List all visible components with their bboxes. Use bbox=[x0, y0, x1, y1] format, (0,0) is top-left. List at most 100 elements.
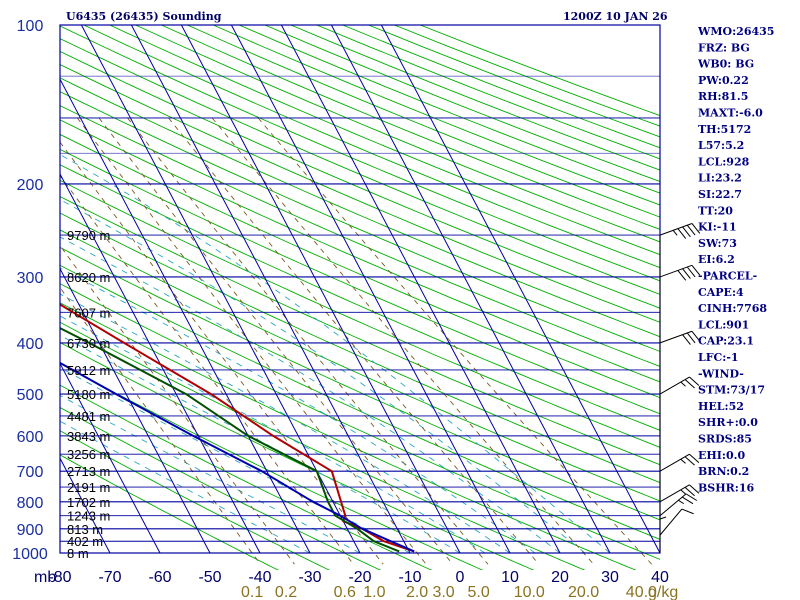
height-label: 4481 m bbox=[67, 409, 110, 424]
dry-adiabat-10 bbox=[60, 246, 660, 521]
pressure-tick-label: 200 bbox=[17, 177, 44, 194]
pressure-tick-label: 900 bbox=[17, 522, 44, 539]
moist-adiabat-7 bbox=[60, 236, 561, 554]
temperature-tick-label: 40 bbox=[651, 569, 669, 586]
dry-adiabat-17 bbox=[60, 133, 660, 399]
moist-adiabat-8 bbox=[60, 199, 586, 554]
index-line: RH:81.5 bbox=[698, 90, 748, 103]
index-line: HEL:52 bbox=[698, 400, 744, 413]
isotherm-11 bbox=[180, 25, 461, 554]
dry-adiabat-20 bbox=[60, 91, 660, 352]
dry-adiabat-22 bbox=[60, 64, 660, 323]
mixing-ratio-label: 20.0 bbox=[568, 584, 599, 600]
mixing-ratio-label: 2.0 bbox=[406, 584, 428, 600]
index-line: CAP:23.1 bbox=[698, 335, 754, 348]
temperature-tick-label: 20 bbox=[551, 569, 569, 586]
height-label: 7607 m bbox=[67, 305, 110, 320]
isotherm-4 bbox=[60, 457, 111, 554]
mixing-ratio-label: 1.0 bbox=[363, 584, 385, 600]
dry-adiabat-29 bbox=[160, 25, 660, 230]
index-line: BSHR:16 bbox=[698, 481, 754, 494]
dry-adiabat-2 bbox=[60, 406, 382, 570]
dry-adiabat-11 bbox=[60, 229, 660, 502]
mixing-ratio-label: 0.6 bbox=[334, 584, 356, 600]
temperature-tick-label: -50 bbox=[198, 569, 221, 586]
index-line: LI:23.2 bbox=[698, 172, 742, 185]
index-line: LCL:901 bbox=[698, 318, 749, 331]
index-line: EI:6.2 bbox=[698, 253, 735, 266]
isotherm-15 bbox=[380, 25, 660, 554]
isotherm-6 bbox=[60, 267, 211, 554]
index-line: SI:22.7 bbox=[698, 188, 742, 201]
dry-adiabat-27 bbox=[108, 25, 660, 256]
height-label: 5912 m bbox=[67, 363, 110, 378]
pressure-tick-label: 800 bbox=[17, 495, 44, 512]
moist-adiabat-1 bbox=[60, 394, 361, 554]
height-label: 6730 m bbox=[67, 336, 110, 351]
index-line: MAXT:-6.0 bbox=[698, 107, 763, 120]
temperature-tick-label: -30 bbox=[298, 569, 321, 586]
dry-adiabat-3 bbox=[60, 384, 433, 570]
mixing-ratio-label: 3.0 bbox=[432, 584, 454, 600]
dry-adiabat-13 bbox=[60, 195, 660, 466]
pressure-tick-label: 700 bbox=[17, 464, 44, 481]
index-line: TH:5172 bbox=[698, 123, 751, 136]
pressure-tick-label: 600 bbox=[17, 429, 44, 446]
index-line: WB0: BG bbox=[697, 58, 754, 71]
pressure-tick-label: 400 bbox=[17, 336, 44, 353]
wind-barb bbox=[659, 508, 694, 536]
observation-time: 1200Z 10 JAN 26 bbox=[563, 10, 668, 23]
index-line: FRZ: BG bbox=[698, 41, 750, 54]
mixing-ratio-label: 10.0 bbox=[514, 584, 545, 600]
isotherm-7 bbox=[60, 172, 261, 554]
dry-adiabat-23 bbox=[60, 50, 660, 309]
index-line: LFC:-1 bbox=[698, 351, 739, 364]
dry-adiabat-7 bbox=[60, 302, 637, 570]
wind-barb bbox=[659, 376, 700, 395]
index-line: BRN:0.2 bbox=[698, 465, 749, 478]
wind-barb bbox=[659, 264, 701, 281]
height-label: 1243 m bbox=[67, 509, 110, 524]
wind-barb bbox=[659, 484, 700, 503]
isotherm-5 bbox=[60, 362, 161, 554]
index-line: KI:-11 bbox=[698, 221, 737, 234]
dry-adiabat-0 bbox=[60, 454, 279, 570]
isotherm-8 bbox=[60, 78, 311, 554]
index-line: -PARCEL- bbox=[698, 270, 757, 283]
chart-title: U6435 (26435) Sounding bbox=[66, 10, 222, 23]
temperature-tick-label: -10 bbox=[398, 569, 421, 586]
dry-adiabat-12 bbox=[60, 212, 660, 484]
pressure-tick-label: 100 bbox=[17, 18, 44, 35]
dry-adiabat-28 bbox=[134, 25, 660, 243]
dry-adiabat-25 bbox=[60, 25, 660, 282]
dry-adiabat-14 bbox=[60, 179, 660, 448]
isotherm-9 bbox=[80, 25, 361, 554]
moist-adiabat-5 bbox=[60, 293, 511, 554]
wind-barb bbox=[659, 493, 698, 517]
height-label: 402 m bbox=[67, 534, 103, 549]
height-label: 3256 m bbox=[67, 447, 110, 462]
parcel-profile bbox=[60, 361, 415, 553]
dry-adiabat-5 bbox=[60, 342, 535, 570]
index-line: PW:0.22 bbox=[698, 74, 749, 87]
temperature-tick-label: 0 bbox=[456, 569, 465, 586]
height-label: 8620 m bbox=[67, 270, 110, 285]
index-line: SW:73 bbox=[698, 237, 737, 250]
height-label: 2191 m bbox=[67, 480, 110, 495]
index-line: CAPE:4 bbox=[698, 286, 744, 299]
dry-adiabat-26 bbox=[82, 25, 660, 269]
height-label: 1702 m bbox=[67, 495, 110, 510]
temperature-tick-label: -40 bbox=[248, 569, 271, 586]
mixing-ratio-label: 0.1 bbox=[241, 584, 263, 600]
temperature-tick-label: 30 bbox=[601, 569, 619, 586]
height-label: 5180 m bbox=[67, 387, 110, 402]
dry-adiabat-30 bbox=[186, 25, 660, 218]
dewpoint-profile bbox=[60, 326, 400, 553]
isotherm-13 bbox=[280, 25, 561, 554]
dry-adiabat-15 bbox=[60, 164, 660, 431]
temperature-tick-label: -80 bbox=[48, 569, 71, 586]
wind-barb bbox=[659, 453, 700, 472]
height-label: 8 m bbox=[67, 546, 89, 561]
index-line: CINH:7768 bbox=[698, 302, 767, 315]
